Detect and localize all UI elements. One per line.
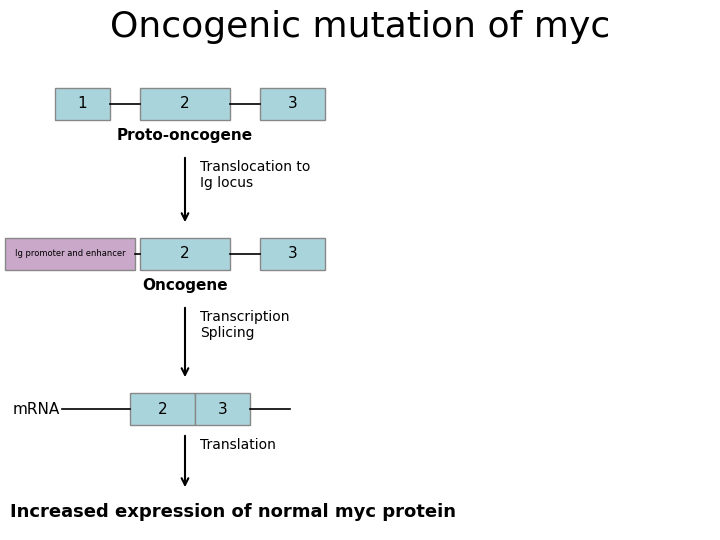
Bar — [140, 88, 230, 120]
Text: Translation: Translation — [200, 438, 276, 452]
Text: 3: 3 — [217, 402, 228, 416]
Text: Translocation to
Ig locus: Translocation to Ig locus — [200, 160, 310, 190]
Bar — [5, 238, 135, 270]
Text: Increased expression of normal myc protein: Increased expression of normal myc prote… — [10, 503, 456, 521]
Text: 3: 3 — [287, 97, 297, 111]
Text: Proto-oncogene: Proto-oncogene — [117, 128, 253, 143]
Text: 1: 1 — [78, 97, 87, 111]
Bar — [260, 238, 325, 270]
Text: Oncogenic mutation of myc: Oncogenic mutation of myc — [110, 10, 610, 44]
Text: 3: 3 — [287, 246, 297, 261]
Bar — [130, 393, 195, 425]
Text: Oncogene: Oncogene — [142, 278, 228, 293]
Text: Transcription
Splicing: Transcription Splicing — [200, 310, 289, 340]
Bar — [260, 88, 325, 120]
Bar — [195, 393, 250, 425]
Bar — [140, 238, 230, 270]
Text: mRNA: mRNA — [13, 402, 60, 417]
Bar — [55, 88, 110, 120]
Text: 2: 2 — [180, 246, 190, 261]
Text: 2: 2 — [180, 97, 190, 111]
Text: Ig promoter and enhancer: Ig promoter and enhancer — [14, 249, 125, 259]
Text: 2: 2 — [158, 402, 167, 416]
